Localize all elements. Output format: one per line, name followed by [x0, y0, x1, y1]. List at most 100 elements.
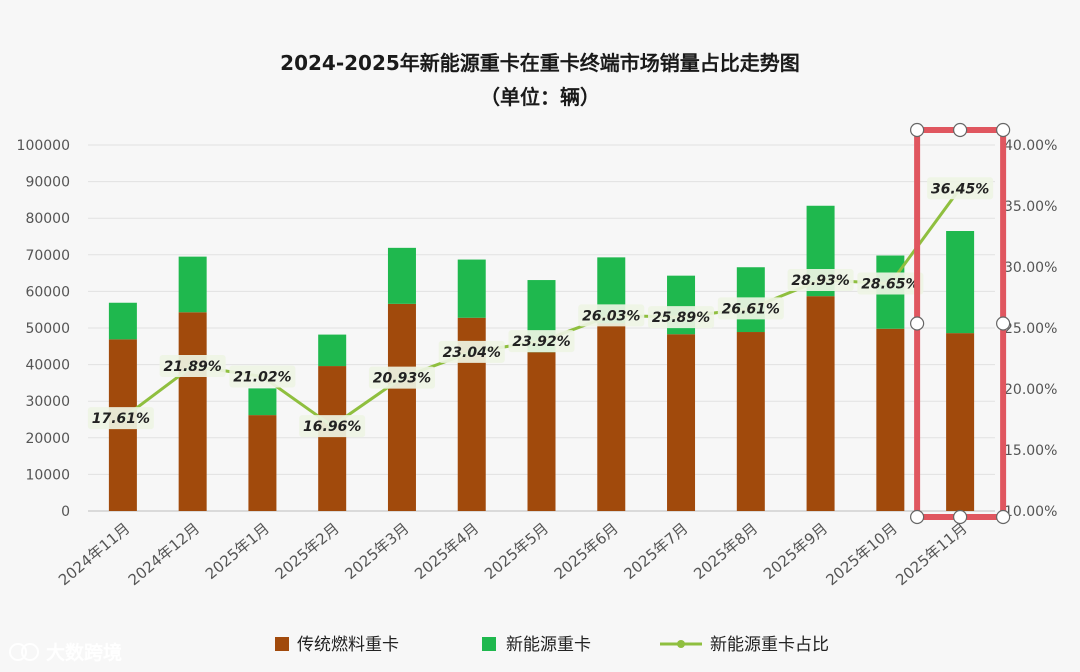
share-label: 25.89% — [652, 310, 710, 326]
x-tick-label: 2025年5月 — [481, 519, 552, 583]
bar-traditional — [527, 352, 556, 511]
y-tick-label-right: 10.00% — [1004, 504, 1057, 520]
bar-traditional — [387, 303, 416, 511]
x-tick-label: 2025年1月 — [202, 519, 273, 583]
bar-traditional — [806, 296, 835, 511]
bar-traditional — [178, 312, 207, 511]
highlight-handle — [996, 122, 1011, 138]
brand-logo-icon — [9, 643, 39, 661]
y-tick-label-left: 70000 — [25, 248, 70, 264]
bars — [108, 205, 975, 511]
bar-traditional — [876, 328, 905, 511]
share-label-box — [578, 304, 645, 327]
watermark: 大数跨境 — [9, 641, 122, 664]
y-tick-label-right: 30.00% — [1004, 260, 1057, 276]
share-label-box — [508, 330, 575, 353]
x-tick-label: 2025年4月 — [411, 519, 482, 583]
highlight-handle — [910, 316, 925, 331]
highlight-handle — [996, 509, 1011, 525]
share-labels: 17.61% 21.89% 21.02% 16.96% 20.93% 23.04% 23.9… — [87, 177, 994, 438]
bar-nev — [248, 388, 277, 416]
legend-swatch-traditional — [275, 637, 289, 651]
share-label-box — [927, 177, 994, 200]
legend-label-share: 新能源重卡占比 — [710, 635, 829, 655]
bar-traditional — [736, 332, 765, 511]
share-label-box — [299, 415, 366, 438]
x-tick-label: 2025年8月 — [690, 519, 761, 583]
x-tick-label: 2025年6月 — [551, 519, 622, 583]
bar-traditional — [597, 323, 626, 511]
share-label-box — [229, 365, 296, 388]
right-y-axis: 10.00% 15.00% 20.00% 25.00% 30.00% 35.00% 40.0… — [1004, 138, 1057, 520]
share-label: 21.89% — [163, 359, 221, 375]
share-label-box — [87, 407, 154, 430]
chart-subtitle: （单位：辆） — [480, 85, 600, 109]
x-tick-label: 2025年7月 — [621, 519, 692, 583]
highlight-handle — [910, 122, 925, 138]
y-tick-label-left: 100000 — [17, 138, 70, 154]
share-label-box — [159, 354, 226, 377]
x-tick-label: 2025年2月 — [272, 519, 343, 583]
share-label: 36.45% — [931, 181, 989, 197]
legend-marker-share — [677, 640, 685, 648]
y-tick-label-left: 50000 — [25, 321, 70, 337]
share-label: 26.61% — [722, 301, 780, 317]
share-label-box — [438, 340, 505, 363]
bar-nev — [178, 256, 207, 313]
legend-swatch-nev — [482, 637, 496, 651]
y-tick-label-left: 60000 — [25, 284, 70, 300]
share-label: 17.61% — [92, 411, 150, 427]
watermark-text: 大数跨境 — [46, 641, 122, 664]
bar-nev — [457, 259, 486, 318]
highlight-box — [910, 122, 1011, 525]
share-label: 21.02% — [233, 370, 291, 386]
share-label: 28.93% — [791, 273, 849, 289]
share-label-box — [857, 272, 924, 295]
legend: 传统燃料重卡 新能源重卡 新能源重卡占比 — [275, 635, 829, 655]
bar-traditional — [318, 366, 347, 511]
legend-label-nev: 新能源重卡 — [506, 635, 591, 655]
y-tick-label-left: 0 — [61, 504, 70, 520]
x-tick-label: 2024年12月 — [125, 519, 203, 589]
legend-label-traditional: 传统燃料重卡 — [297, 635, 399, 655]
share-label-box — [787, 269, 854, 292]
share-label-box — [648, 306, 715, 329]
y-tick-label-right: 15.00% — [1004, 443, 1057, 459]
share-label: 23.92% — [512, 334, 570, 350]
y-tick-label-left: 10000 — [25, 467, 70, 483]
highlight-handle — [953, 509, 968, 525]
bar-nev — [318, 334, 347, 367]
y-tick-label-left: 30000 — [25, 394, 70, 410]
bar-traditional — [946, 333, 975, 511]
y-tick-label-left: 90000 — [25, 175, 70, 191]
x-tick-label: 2025年9月 — [760, 519, 831, 583]
x-axis: 2024年11月2024年12月2025年1月2025年2月2025年3月202… — [55, 519, 971, 589]
x-tick-label: 2025年11月 — [892, 519, 970, 589]
x-tick-label: 2025年3月 — [341, 519, 412, 583]
share-label: 26.03% — [582, 308, 640, 324]
x-tick-label: 2025年10月 — [822, 519, 900, 589]
x-tick-label: 2024年11月 — [55, 519, 133, 589]
y-tick-label-left: 80000 — [25, 211, 70, 227]
y-tick-label-right: 40.00% — [1004, 138, 1057, 154]
bar-nev — [108, 302, 137, 340]
share-label: 23.04% — [443, 345, 501, 361]
highlight-handle — [996, 316, 1011, 331]
share-label: 16.96% — [303, 419, 361, 435]
y-tick-label-right: 25.00% — [1004, 321, 1057, 337]
share-label-box — [717, 297, 784, 320]
bar-traditional — [667, 334, 696, 511]
left-y-axis: 0 10000 20000 30000 40000 50000 60000 70000 8000… — [17, 138, 70, 520]
highlight-handle — [953, 122, 968, 138]
y-tick-label-right: 20.00% — [1004, 382, 1057, 398]
share-label: 20.93% — [373, 371, 431, 387]
y-tick-label-left: 20000 — [25, 431, 70, 447]
highlight-handle — [910, 509, 925, 525]
bar-nev — [946, 231, 975, 334]
share-label: 28.65% — [861, 276, 919, 292]
bar-nev — [387, 247, 416, 304]
y-tick-label-left: 40000 — [25, 358, 70, 374]
chart-title: 2024-2025年新能源重卡在重卡终端市场销量占比走势图 — [280, 51, 800, 75]
